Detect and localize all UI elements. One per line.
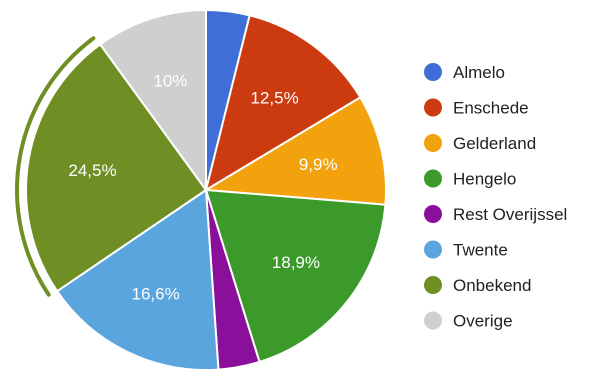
legend-swatch-almelo [424, 63, 442, 81]
slice-label-gelderland: 9,9% [299, 155, 338, 174]
pie-slice-twente[interactable] [55, 188, 220, 371]
legend-swatch-gelderland [424, 134, 442, 152]
legend-item-almelo[interactable]: Almelo [424, 63, 505, 82]
legend-swatch-onbekend [424, 276, 442, 294]
legend-label-onbekend: Onbekend [453, 276, 531, 295]
slice-labels: 12,5% 9,9% 18,9% 16,6% 24,5% 10% [68, 71, 337, 303]
legend-label-gelderland: Gelderland [453, 134, 536, 153]
legend: Almelo Enschede Gelderland Hengelo Rest Over… [424, 63, 567, 331]
legend-item-onbekend[interactable]: Onbekend [424, 276, 531, 295]
legend-label-rest-overijssel: Rest Overijssel [453, 205, 567, 224]
legend-label-hengelo: Hengelo [453, 170, 516, 189]
legend-swatch-rest-overijssel [424, 205, 442, 223]
pie-slice-enschede[interactable] [204, 14, 362, 193]
pie-slices [15, 8, 387, 371]
pie-slice-gelderland[interactable] [202, 96, 387, 206]
pie-slice-overige[interactable] [98, 8, 207, 194]
legend-swatch-twente [424, 240, 442, 259]
legend-swatch-hengelo [424, 169, 442, 188]
legend-label-enschede: Enschede [453, 99, 529, 118]
legend-item-rest-overijssel[interactable]: Rest Overijssel [424, 205, 567, 224]
legend-label-twente: Twente [453, 241, 508, 260]
slice-label-overige: 10% [153, 71, 187, 90]
legend-item-gelderland[interactable]: Gelderland [424, 134, 536, 153]
slice-label-twente: 16,6% [131, 285, 179, 304]
legend-item-twente[interactable]: Twente [424, 240, 508, 260]
legend-item-overige[interactable]: Overige [424, 311, 513, 331]
pie-slice-hengelo[interactable] [204, 188, 387, 364]
slice-label-hengelo: 18,9% [272, 253, 320, 272]
legend-label-almelo: Almelo [453, 63, 505, 82]
pie-slice-onbekend[interactable] [25, 42, 208, 293]
legend-item-hengelo[interactable]: Hengelo [424, 169, 516, 189]
legend-item-enschede[interactable]: Enschede [424, 98, 529, 118]
slice-label-onbekend: 24,5% [68, 161, 116, 180]
legend-swatch-enschede [424, 98, 442, 117]
legend-label-overige: Overige [453, 312, 513, 331]
highlight-arc-onbekend [15, 36, 96, 297]
slice-label-enschede: 12,5% [250, 88, 298, 107]
legend-swatch-overige [424, 311, 442, 330]
